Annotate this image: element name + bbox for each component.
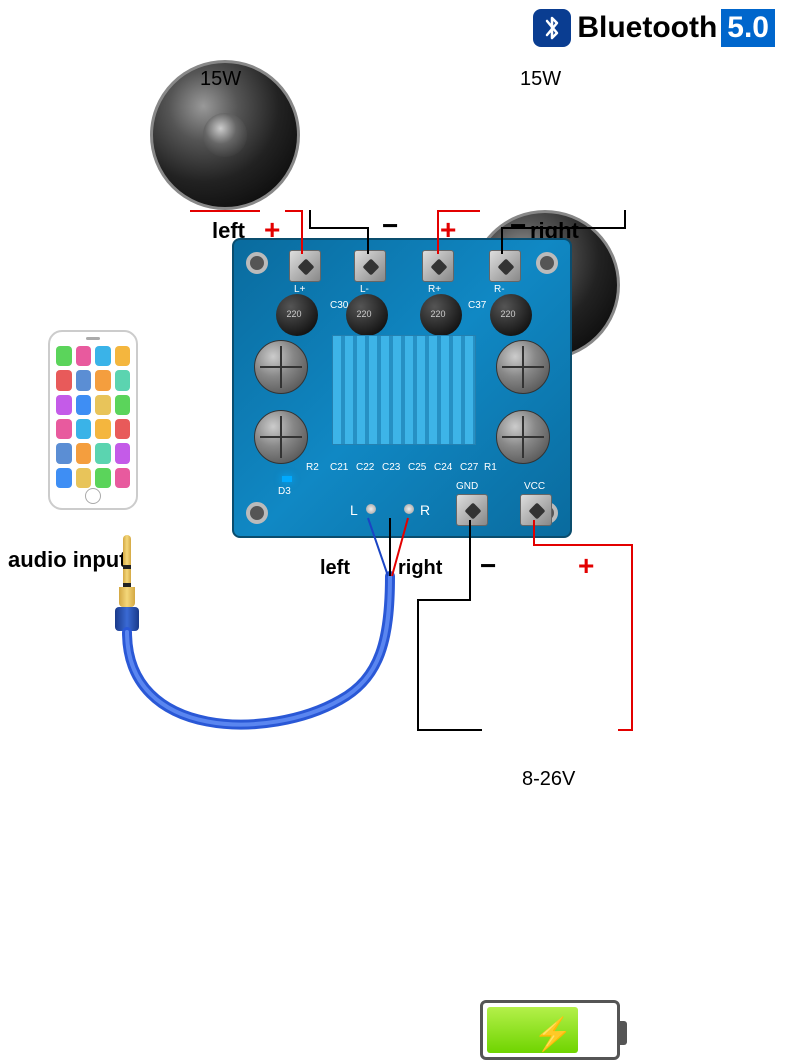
- bluetooth-icon: [533, 9, 571, 47]
- heatsink: [332, 335, 476, 445]
- audio-input-label: audio input: [8, 547, 127, 573]
- power-minus: −: [480, 550, 496, 582]
- phone: [48, 330, 138, 510]
- speaker-right-watt: 15W: [520, 68, 561, 91]
- audio-jack: [115, 535, 139, 631]
- audio-right-label: right: [398, 557, 442, 580]
- speaker-left-watt: 15W: [200, 68, 241, 91]
- bluetooth-version: 5.0: [721, 9, 775, 47]
- battery: ⚡: [480, 1000, 620, 1060]
- amplifier-board: L+ L- R+ R- C30 C37 R2 C21 C22 C23 C25 C…: [232, 238, 572, 538]
- bluetooth-badge: Bluetooth 5.0: [533, 8, 775, 48]
- battery-voltage: 8-26V: [522, 768, 575, 791]
- power-plus: +: [578, 550, 594, 582]
- bluetooth-text: Bluetooth: [577, 11, 717, 45]
- audio-left-label: left: [320, 557, 350, 580]
